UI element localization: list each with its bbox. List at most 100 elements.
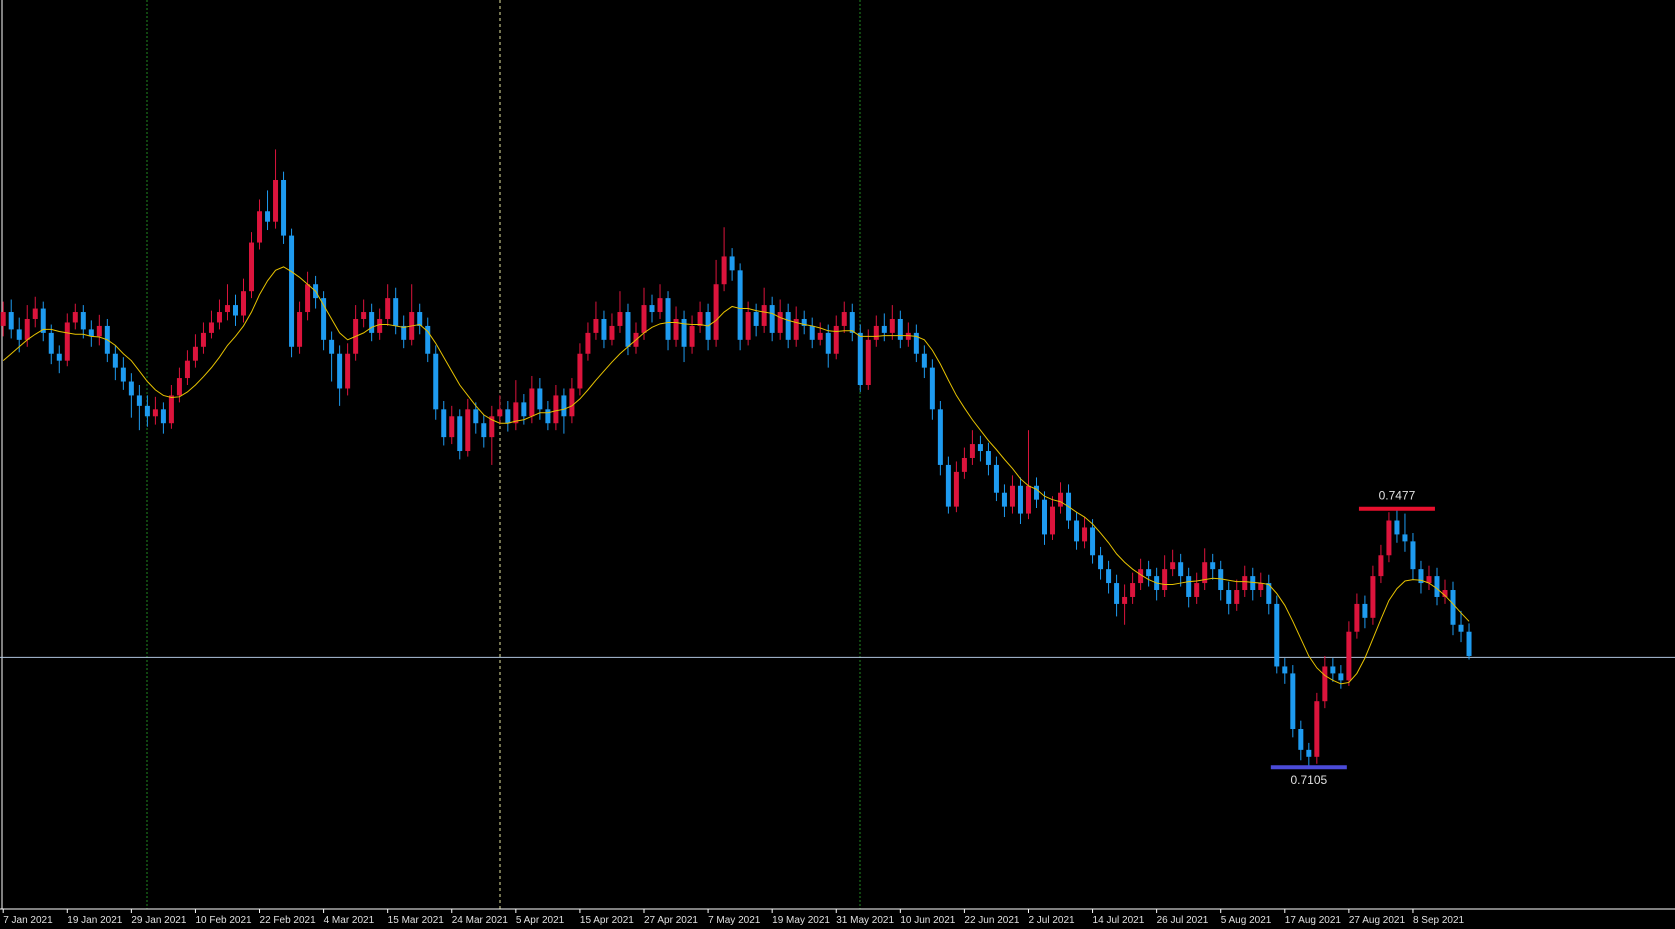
candle-body (1258, 583, 1264, 591)
candle-body (481, 423, 487, 438)
candle-body (289, 235, 295, 347)
candle-body (457, 416, 463, 452)
candle-body (1354, 603, 1360, 632)
candle-body (192, 346, 198, 361)
moving-average (2, 266, 1470, 685)
x-tick-label: 15 Apr 2021 (580, 915, 634, 926)
candle-body (833, 325, 839, 354)
candle-body (377, 318, 383, 333)
candle-body (849, 312, 855, 333)
x-tick-label: 10 Feb 2021 (195, 915, 252, 926)
candle-body (80, 312, 86, 330)
candle-body (1458, 624, 1464, 632)
candle-body (681, 318, 687, 347)
candle-body (993, 464, 999, 493)
x-tick-label: 29 Jan 2021 (131, 915, 186, 926)
candle-body (1218, 569, 1224, 591)
candle-body (593, 318, 599, 333)
candle-body (657, 298, 663, 313)
candle-body (1017, 485, 1023, 514)
candle-body (697, 312, 703, 326)
candle-body (505, 409, 511, 424)
candle-body (513, 402, 519, 424)
candle-body (184, 360, 190, 379)
candle-body (977, 444, 983, 452)
candle-body (1402, 534, 1408, 542)
candle-body (529, 388, 535, 417)
candle-body (0, 312, 6, 326)
candle-body (561, 395, 567, 417)
candle-body (96, 325, 102, 337)
candle-body (112, 353, 118, 368)
candle-body (433, 353, 439, 410)
candle-body (393, 298, 399, 326)
candle-body (8, 312, 14, 330)
candle-body (1242, 576, 1248, 591)
candle-body (160, 409, 166, 424)
x-tick-label: 10 Jun 2021 (900, 915, 955, 926)
candle-body (369, 312, 375, 333)
candle-body (913, 332, 919, 354)
x-tick-label: 31 May 2021 (836, 915, 894, 926)
candle-body (785, 312, 791, 340)
candle-body (609, 325, 615, 340)
candle-body (1362, 603, 1368, 618)
x-tick-label: 19 Jan 2021 (67, 915, 122, 926)
candle-body (1050, 506, 1056, 535)
candle-body (1210, 562, 1216, 570)
x-tick-label: 22 Feb 2021 (260, 915, 317, 926)
candle-body (1442, 590, 1448, 597)
candle-body (120, 367, 126, 382)
candle-body (1266, 583, 1272, 604)
x-tick-label: 14 Jul 2021 (1093, 915, 1145, 926)
candle-body (641, 305, 647, 333)
candle-body (40, 308, 46, 333)
candle-body (841, 312, 847, 326)
candle-body (1098, 555, 1104, 570)
candle-body (200, 332, 206, 347)
candle-body (441, 409, 447, 438)
candle-body (1202, 562, 1208, 584)
x-tick-label: 2 Jul 2021 (1028, 915, 1075, 926)
candle-body (1130, 583, 1136, 597)
candle-body (889, 318, 895, 333)
candle-body (329, 339, 335, 354)
candle-body (761, 305, 767, 326)
x-tick-label: 4 Mar 2021 (324, 915, 375, 926)
candle-body (489, 416, 495, 438)
candle-body (1170, 562, 1176, 570)
candle-body (729, 256, 735, 271)
candle-body (224, 305, 230, 313)
candle-body (176, 378, 182, 396)
candle-body (1250, 576, 1256, 591)
candle-body (273, 179, 279, 222)
candle-body (265, 211, 271, 222)
candle-body (1106, 569, 1112, 584)
candle-body (921, 353, 927, 368)
candle-body (953, 471, 959, 507)
x-tick-label: 5 Aug 2021 (1221, 915, 1272, 926)
candle-body (1370, 576, 1376, 618)
candle-body (793, 318, 799, 340)
x-tick-label: 27 Apr 2021 (644, 915, 698, 926)
x-tick-label: 5 Apr 2021 (516, 915, 565, 926)
candle-body (985, 451, 991, 465)
candle-body (1194, 583, 1200, 597)
candle-body (737, 270, 743, 340)
candle-body (1226, 590, 1232, 604)
candle-body (809, 325, 815, 340)
candle-body (32, 308, 38, 319)
candle-body (601, 318, 607, 340)
x-tick-label: 19 May 2021 (772, 915, 830, 926)
candle-body (361, 312, 367, 319)
candle-body (537, 388, 543, 410)
candle-body (1434, 576, 1440, 597)
candle-body (721, 256, 727, 285)
candle-body (88, 329, 94, 337)
candle-body (305, 284, 311, 313)
candle-body (1033, 485, 1039, 500)
x-tick-label: 24 Mar 2021 (452, 915, 509, 926)
candle-body (1001, 492, 1007, 507)
candle-body (16, 329, 22, 340)
